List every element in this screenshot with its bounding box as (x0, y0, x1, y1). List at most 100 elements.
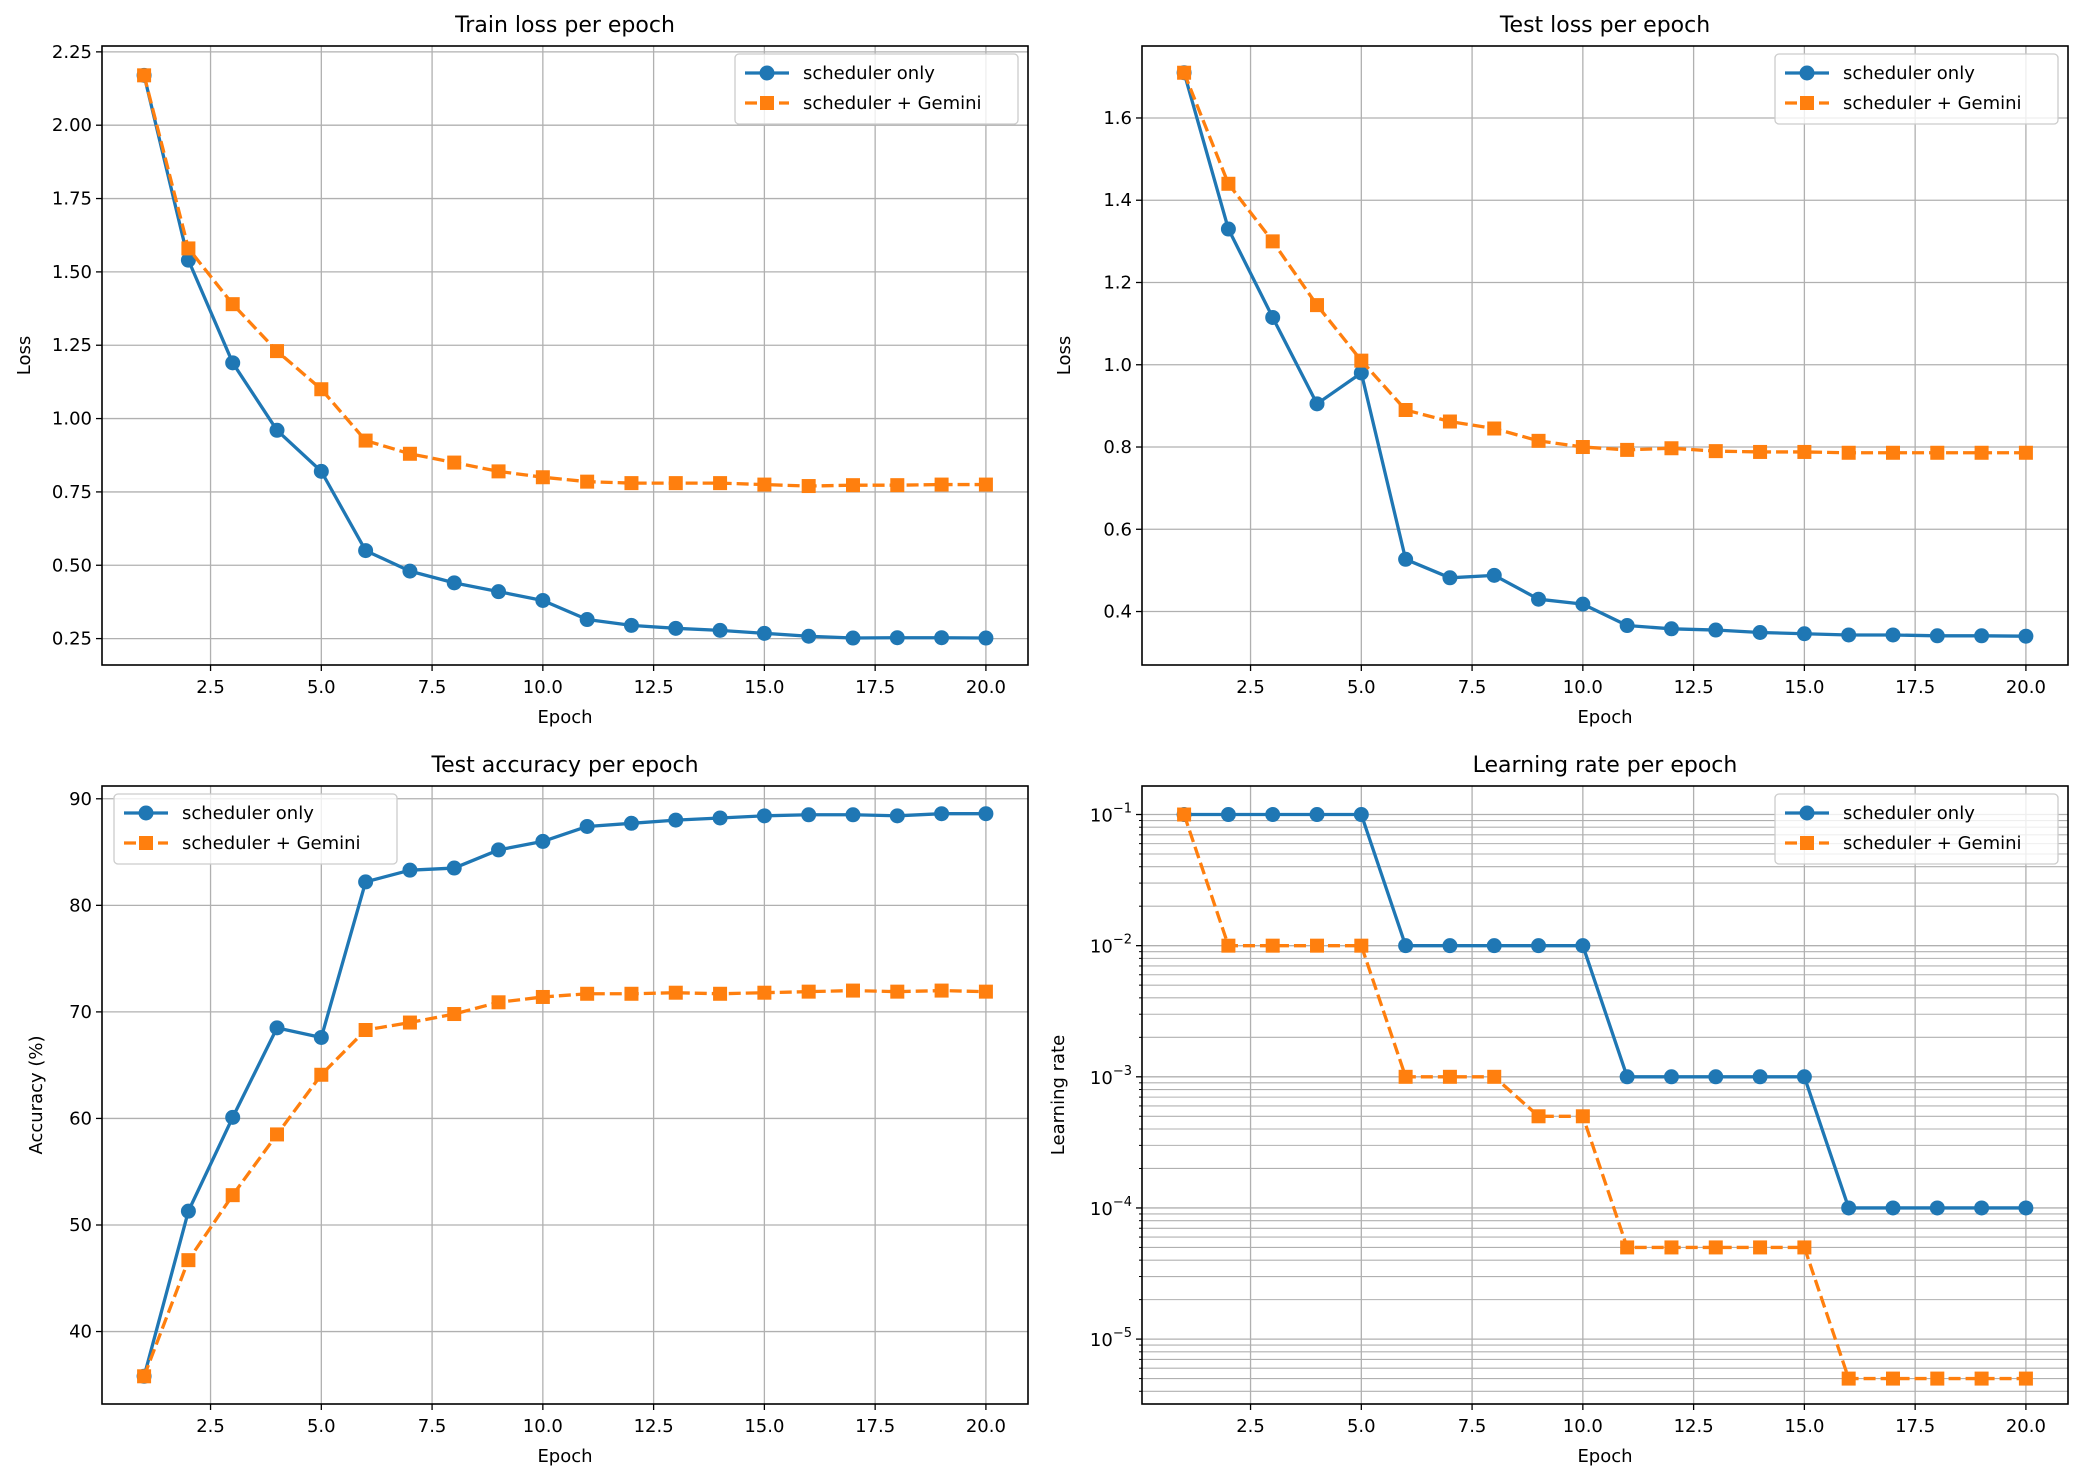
data-point (1708, 622, 1724, 638)
data-point (623, 815, 639, 831)
legend-marker (1800, 836, 1814, 850)
data-point (1929, 628, 1945, 644)
chart-panel-1: 2.5 5.0 7.5 10.0 12.5 15.0 17.5 20.0 0.25 0.50 0.7… (14, 13, 1029, 728)
chart-title: Train loss per epoch (454, 13, 675, 38)
data-point (225, 355, 241, 371)
y-tick-label: 40 (69, 1322, 92, 1343)
y-tick-label: 0.75 (52, 482, 92, 503)
data-point (1708, 444, 1723, 459)
x-tick-label: 2.5 (196, 1416, 225, 1437)
axes-frame (1141, 45, 2069, 666)
x-tick-label: 17.5 (1895, 677, 1935, 698)
x-tick-label: 20.0 (2006, 677, 2046, 698)
data-point (845, 807, 861, 823)
data-point (180, 1203, 196, 1219)
y-tick-label: 1.0 (1103, 355, 1132, 376)
legend-item-1: scheduler only (1785, 63, 1975, 84)
x-tick-label: 5.0 (307, 1416, 336, 1437)
data-point (668, 985, 683, 1000)
series-1 (1176, 65, 2034, 644)
data-point (1841, 1371, 1856, 1386)
data-point (845, 983, 860, 998)
data-point (225, 1109, 241, 1125)
legend-label: scheduler + Gemini (1843, 833, 2022, 854)
data-point (491, 995, 506, 1010)
chart-panel-2: 2.5 5.0 7.5 10.0 12.5 15.0 17.5 20.0 0.4 0.6 0.8 1.… (1054, 13, 2069, 728)
legend-label: scheduler + Gemini (1843, 93, 2022, 114)
series-1 (136, 67, 994, 646)
data-point (1797, 1240, 1812, 1255)
x-tick-label: 2.5 (1236, 677, 1265, 698)
data-point (358, 433, 373, 448)
data-point (1310, 298, 1325, 313)
series-2 (137, 983, 993, 1384)
data-point (623, 617, 639, 633)
data-point (1531, 1109, 1546, 1124)
data-point (890, 478, 905, 493)
data-point (270, 344, 285, 359)
x-tick-label: 15.0 (744, 1416, 784, 1437)
data-point (756, 625, 772, 641)
data-point (1841, 627, 1857, 643)
data-point (1929, 1200, 1945, 1216)
legend-marker (139, 836, 153, 850)
data-point (757, 985, 772, 1000)
data-point (1663, 1069, 1679, 1085)
legend-box (734, 53, 1019, 125)
x-tick-label: 15.0 (744, 677, 784, 698)
data-point (1619, 618, 1635, 634)
y-tick-label: 90 (69, 789, 92, 810)
y-tick-label: 1.00 (52, 409, 92, 430)
data-point (624, 986, 639, 1001)
x-axis-label: Epoch (537, 1446, 592, 1467)
data-point (1531, 938, 1547, 954)
data-point (934, 806, 950, 822)
data-point (1354, 938, 1369, 953)
data-point (1398, 938, 1414, 954)
data-point (181, 1253, 196, 1268)
x-axis-label: Epoch (1577, 1446, 1632, 1467)
data-point (1531, 433, 1546, 448)
data-point (1575, 596, 1591, 612)
legend-label: scheduler only (1843, 63, 1975, 84)
data-point (1487, 1069, 1502, 1084)
data-point (1930, 445, 1945, 460)
legend-label: scheduler + Gemini (803, 93, 982, 114)
series-line (142, 812, 986, 1377)
data-point (1354, 353, 1369, 368)
legend-item-1: scheduler only (1785, 803, 1975, 824)
data-point (269, 422, 285, 438)
data-point (1486, 938, 1502, 954)
series-line (1182, 72, 2026, 455)
data-point (358, 874, 374, 890)
data-point (270, 1127, 285, 1142)
x-tick-label: 10.0 (523, 677, 563, 698)
y-tick-label: 1.75 (52, 189, 92, 210)
x-tick-label: 12.5 (634, 1416, 674, 1437)
series-line (142, 74, 986, 488)
data-point (1797, 444, 1812, 459)
data-point (624, 476, 639, 491)
chart-panel-3: 2.5 5.0 7.5 10.0 12.5 15.0 17.5 20.0 40 50 60 70 80 9… (26, 753, 1029, 1467)
x-tick-label: 20.0 (2006, 1416, 2046, 1437)
x-tick-label: 2.5 (196, 677, 225, 698)
data-point (845, 478, 860, 493)
data-point (1974, 1200, 1990, 1216)
data-point (1885, 1200, 1901, 1216)
series-1 (136, 806, 994, 1384)
data-point (269, 1020, 285, 1036)
y-tick-label: 10−3 (1090, 1064, 1132, 1089)
axes-frame (1141, 785, 2069, 1405)
data-point (1309, 807, 1325, 823)
x-tick-label: 10.0 (1563, 1416, 1603, 1437)
data-point (801, 628, 817, 644)
data-point (535, 470, 550, 485)
legend-marker (759, 65, 775, 81)
data-point (2018, 1371, 2033, 1386)
data-point (313, 1029, 329, 1045)
data-point (713, 476, 728, 491)
data-point (1487, 421, 1502, 436)
y-tick-label: 10−2 (1090, 933, 1132, 958)
data-point (1442, 570, 1458, 586)
series-2 (1177, 807, 2033, 1386)
